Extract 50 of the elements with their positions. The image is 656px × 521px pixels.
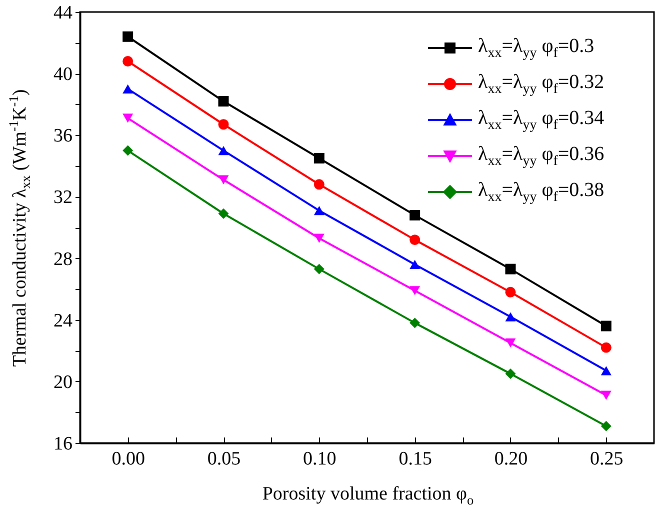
point xyxy=(410,318,420,328)
x-tick-label: 0.20 xyxy=(494,448,528,470)
x-tick-label: 0.10 xyxy=(303,448,336,470)
point xyxy=(122,145,134,156)
point xyxy=(505,338,516,348)
point xyxy=(122,114,134,123)
y-tick-label: 28 xyxy=(54,248,72,270)
point xyxy=(410,286,420,296)
point xyxy=(600,320,612,332)
legend-label: λ$_{xx}$=λ$_{yy}$ φ$_{f}$=0.34 xyxy=(478,106,604,134)
x-tick-label: 0.25 xyxy=(590,448,624,470)
point xyxy=(218,208,229,219)
point xyxy=(218,175,229,184)
x-axis-title: Porosity volume fraction φ$_{o}$ xyxy=(262,484,474,508)
point xyxy=(410,234,420,246)
point xyxy=(505,312,516,322)
y-tick-label: 36 xyxy=(54,126,72,147)
point xyxy=(218,146,229,156)
point xyxy=(122,31,134,42)
point xyxy=(410,210,420,220)
point xyxy=(218,96,229,107)
point xyxy=(600,366,612,376)
y-tick-label: 24 xyxy=(54,310,73,332)
point xyxy=(218,119,229,130)
point xyxy=(600,342,612,353)
point xyxy=(505,286,516,298)
point xyxy=(314,152,324,164)
point xyxy=(600,390,612,400)
legend-label: λ$_{xx}$=λ$_{yy}$ φ$_{f}$=0.38 xyxy=(478,178,604,206)
point xyxy=(314,234,324,243)
y-tick-label: 16 xyxy=(54,434,72,454)
point xyxy=(600,420,612,432)
point xyxy=(505,264,516,274)
point xyxy=(410,260,420,269)
x-tick-label: 0.00 xyxy=(112,448,145,470)
point xyxy=(122,84,134,94)
point xyxy=(122,56,134,66)
legend-label: λ$_{xx}$=λ$_{yy}$ φ$_{f}$=0.36 xyxy=(478,142,604,170)
y-tick-label: 40 xyxy=(54,64,72,86)
point xyxy=(314,264,324,274)
y-tick-label: 32 xyxy=(54,187,72,208)
y-tick-label: 44 xyxy=(54,2,73,24)
legend-label: λ$_{xx}$=λ$_{yy}$ φ$_{f}$=0.3 xyxy=(478,34,594,62)
point xyxy=(314,206,324,216)
point xyxy=(505,368,516,379)
y-tick-label: 20 xyxy=(54,372,72,393)
point xyxy=(314,179,324,190)
legend-label: λ$_{xx}$=λ$_{yy}$ φ$_{f}$=0.32 xyxy=(478,70,604,98)
x-tick-label: 0.15 xyxy=(398,448,432,470)
x-tick-label: 0.05 xyxy=(207,448,241,470)
